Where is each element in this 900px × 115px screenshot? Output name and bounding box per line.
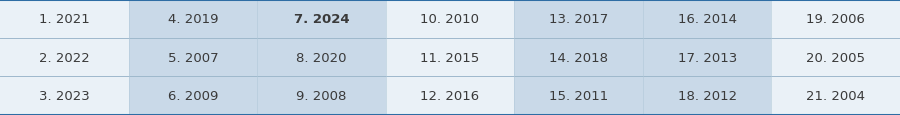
Text: 8. 2020: 8. 2020 [296,51,346,64]
Bar [0,38,129,77]
Bar [643,38,771,77]
Text: 1. 2021: 1. 2021 [39,13,90,26]
Text: 12. 2016: 12. 2016 [420,89,480,102]
Bar [386,77,514,115]
Bar [514,38,643,77]
Bar [257,0,386,38]
Bar [514,77,643,115]
Bar [643,77,771,115]
Text: 5. 2007: 5. 2007 [167,51,218,64]
Text: 18. 2012: 18. 2012 [678,89,737,102]
Bar [386,0,514,38]
Text: 15. 2011: 15. 2011 [549,89,608,102]
Bar [771,38,900,77]
Bar [0,77,129,115]
Bar [257,38,386,77]
Text: 14. 2018: 14. 2018 [549,51,608,64]
Text: 16. 2014: 16. 2014 [678,13,736,26]
Text: 7. 2024: 7. 2024 [293,13,349,26]
Bar [129,0,257,38]
Bar [129,77,257,115]
Bar [257,77,386,115]
Bar [771,77,900,115]
Bar [0,0,129,38]
Bar [514,0,643,38]
Text: 10. 2010: 10. 2010 [420,13,480,26]
Bar [643,0,771,38]
Bar [771,0,900,38]
Bar [129,38,257,77]
Text: 4. 2019: 4. 2019 [167,13,218,26]
Text: 3. 2023: 3. 2023 [39,89,90,102]
Text: 9. 2008: 9. 2008 [296,89,346,102]
Text: 20. 2005: 20. 2005 [806,51,865,64]
Text: 19. 2006: 19. 2006 [806,13,865,26]
Bar [386,38,514,77]
Text: 6. 2009: 6. 2009 [167,89,218,102]
Text: 11. 2015: 11. 2015 [420,51,480,64]
Text: 17. 2013: 17. 2013 [678,51,737,64]
Text: 21. 2004: 21. 2004 [806,89,865,102]
Text: 2. 2022: 2. 2022 [39,51,90,64]
Text: 13. 2017: 13. 2017 [549,13,608,26]
